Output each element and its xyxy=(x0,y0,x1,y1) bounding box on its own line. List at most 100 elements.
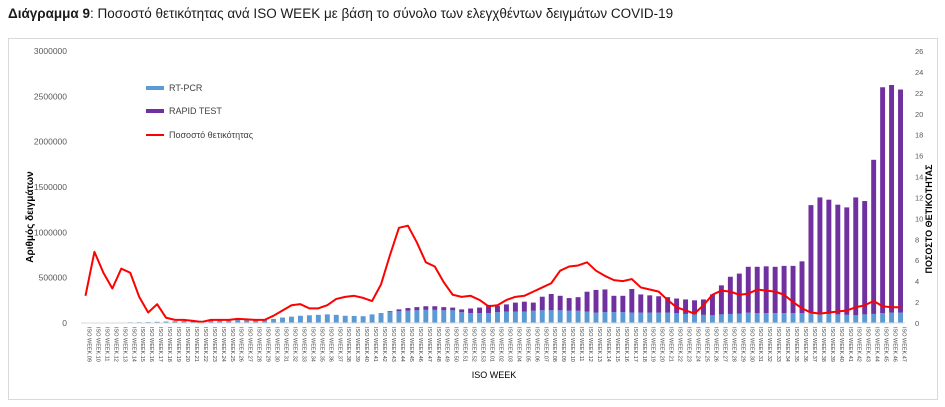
x-tick-label-79: ISO WEEK.35 xyxy=(793,327,799,362)
bar-rt-pcr-50 xyxy=(530,310,536,323)
y2-tick-label-10: 20 xyxy=(915,110,923,119)
x-tick-label-11: ISO WEEK.20 xyxy=(184,327,190,362)
x-tick-label-85: ISO WEEK.41 xyxy=(847,327,853,362)
bar-rt-pcr-69 xyxy=(701,314,706,323)
bar-rapid-test-45 xyxy=(486,304,491,314)
x-tick-label-17: ISO WEEK.26 xyxy=(238,327,244,362)
bar-rt-pcr-58 xyxy=(602,312,608,323)
x-tick-label-20: ISO WEEK.29 xyxy=(265,327,271,362)
line-layer xyxy=(84,224,901,323)
bar-rt-pcr-27 xyxy=(324,314,330,323)
bar-rapid-test-54 xyxy=(566,298,572,311)
x-tick-label-55: ISO WEEK.11 xyxy=(578,327,584,361)
x-tick-label-15: ISO WEEK.24 xyxy=(220,327,226,362)
x-tick-label-67: ISO WEEK.23 xyxy=(686,327,692,362)
bar-rapid-test-73 xyxy=(736,273,742,314)
bar-rt-pcr-64 xyxy=(656,312,662,323)
x-tick-label-13: ISO WEEK.22 xyxy=(202,327,208,362)
x-tick-label-14: ISO WEEK.23 xyxy=(211,327,217,362)
x-tick-label-66: ISO WEEK.22 xyxy=(677,327,683,362)
x-tick-label-33: ISO WEEK.42 xyxy=(381,327,387,362)
bar-rt-pcr-75 xyxy=(754,313,760,323)
bar-rapid-test-60 xyxy=(620,295,626,313)
bar-rt-pcr-36 xyxy=(405,310,411,323)
x-tick-label-60: ISO WEEK.16 xyxy=(623,327,629,362)
bar-rapid-test-38 xyxy=(423,306,429,310)
y2-tick-label-12: 24 xyxy=(915,68,923,77)
x-tick-label-75: ISO WEEK.31 xyxy=(757,327,763,362)
chart-heading-prefix: Διάγραμμα 9 xyxy=(8,6,90,21)
x-tick-label-26: ISO WEEK.35 xyxy=(318,327,324,362)
bar-rapid-test-84 xyxy=(835,204,841,315)
x-tick-label-90: ISO WEEK.46 xyxy=(892,327,898,362)
bar-rapid-test-43 xyxy=(468,308,474,314)
x-tick-label-28: ISO WEEK.37 xyxy=(336,327,342,362)
bar-rapid-test-46 xyxy=(495,305,500,313)
bar-rt-pcr-32 xyxy=(369,314,375,323)
x-tick-label-61: ISO WEEK.17 xyxy=(632,327,638,362)
bar-rapid-test-62 xyxy=(638,294,644,313)
bar-rapid-test-52 xyxy=(548,293,554,311)
bar-rapid-test-74 xyxy=(745,266,751,313)
bar-rapid-test-90 xyxy=(889,85,895,313)
x-tick-label-49: ISO WEEK.05 xyxy=(524,327,530,362)
bar-rapid-test-40 xyxy=(441,307,447,311)
bar-rt-pcr-72 xyxy=(727,313,733,323)
chart-heading-text: : Ποσοστό θετικότητας ανά ISO WEEK με βά… xyxy=(90,6,674,21)
bar-rapid-test-68 xyxy=(692,300,697,315)
bar-rt-pcr-38 xyxy=(423,309,429,323)
y2-tick-label-13: 26 xyxy=(915,47,923,56)
bar-rt-pcr-76 xyxy=(763,313,769,323)
bar-rt-pcr-48 xyxy=(512,311,518,323)
x-tick-label-71: ISO WEEK.27 xyxy=(721,327,727,362)
bar-rt-pcr-15 xyxy=(217,320,223,323)
bar-rapid-test-91 xyxy=(898,89,903,313)
bar-rapid-test-39 xyxy=(432,306,438,310)
bar-rapid-test-71 xyxy=(718,285,724,315)
y-tick-label-1: 500000 xyxy=(39,273,68,283)
x-tick-label-31: ISO WEEK.40 xyxy=(363,327,369,362)
chart-heading: Διάγραμμα 9: Ποσοστό θετικότητας ανά ISO… xyxy=(8,6,673,21)
x-tick-label-10: ISO WEEK.19 xyxy=(175,327,181,362)
bar-rt-pcr-46 xyxy=(495,312,500,323)
bar-rt-pcr-56 xyxy=(584,311,590,323)
bar-rapid-test-78 xyxy=(781,265,787,314)
bar-rt-pcr-17 xyxy=(235,319,241,323)
x-tick-label-0: ISO WEEK.09 xyxy=(85,327,91,362)
bar-rapid-test-59 xyxy=(611,295,617,313)
bar-rapid-test-57 xyxy=(593,289,599,313)
bar-rt-pcr-90 xyxy=(889,312,895,323)
bar-rt-pcr-66 xyxy=(674,313,680,323)
bar-rapid-test-56 xyxy=(584,291,590,312)
bar-rt-pcr-82 xyxy=(817,313,823,323)
legend-label-positivity: Ποσοστό θετικότητας xyxy=(169,130,254,140)
bar-rt-pcr-65 xyxy=(665,312,671,323)
bar-rapid-test-83 xyxy=(826,199,832,314)
bar-rapid-test-63 xyxy=(647,295,653,313)
bar-rt-pcr-71 xyxy=(718,314,724,323)
bar-rt-pcr-80 xyxy=(799,313,805,323)
y2-tick-label-7: 14 xyxy=(915,173,923,182)
x-tick-label-77: ISO WEEK.33 xyxy=(775,327,781,362)
bar-rapid-test-69 xyxy=(701,299,706,315)
bar-rapid-test-86 xyxy=(853,197,859,316)
bar-rapid-test-51 xyxy=(539,296,545,311)
x-tick-label-12: ISO WEEK.21 xyxy=(193,327,199,362)
bar-rt-pcr-67 xyxy=(683,313,689,323)
y2-tick-label-4: 8 xyxy=(915,235,919,244)
x-tick-label-69: ISO WEEK.25 xyxy=(703,327,709,362)
bar-rt-pcr-86 xyxy=(853,315,859,323)
x-tick-label-83: ISO WEEK.39 xyxy=(829,327,835,362)
y2-tick-label-9: 18 xyxy=(915,131,923,140)
y-tick-label-5: 2500000 xyxy=(34,91,67,101)
legend-label-rt-pcr: RT-PCR xyxy=(169,83,203,93)
x-tick-label-53: ISO WEEK.09 xyxy=(560,327,566,362)
x-tick-label-23: ISO WEEK.32 xyxy=(291,327,297,362)
bar-rt-pcr-8 xyxy=(154,321,160,323)
x-tick-label-59: ISO WEEK.15 xyxy=(614,327,620,362)
legend-label-rapid-test: RAPID TEST xyxy=(169,106,222,116)
bar-rt-pcr-28 xyxy=(333,314,339,323)
chart: 0 500000 1000000 1500000 2000000 2500000 30000… xyxy=(25,46,934,380)
bar-rt-pcr-42 xyxy=(459,312,465,323)
x-tick-label-87: ISO WEEK.43 xyxy=(865,327,871,362)
